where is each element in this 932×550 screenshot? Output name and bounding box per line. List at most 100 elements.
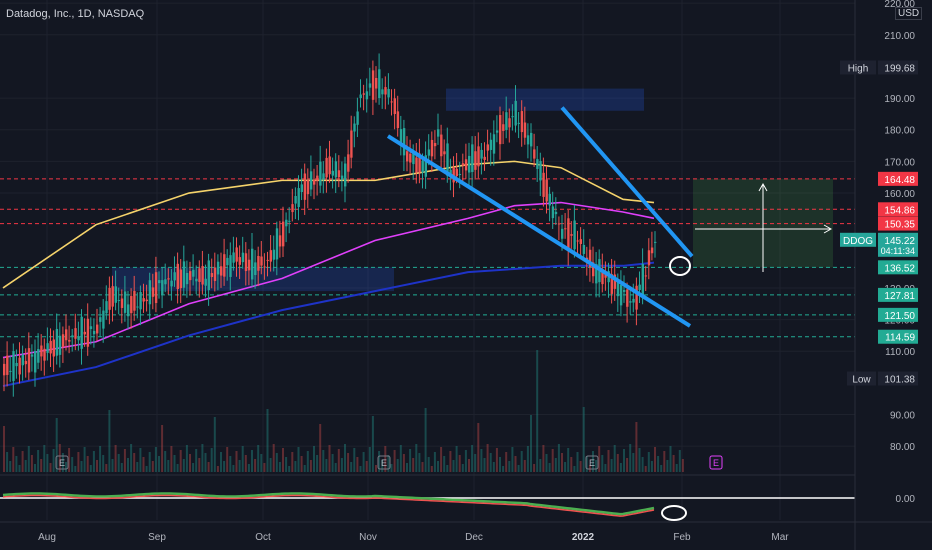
volume-bar xyxy=(471,445,474,472)
price-tag-name: Low xyxy=(852,375,871,386)
candle-body xyxy=(266,259,269,261)
volume-bar xyxy=(229,456,232,472)
volume-bar xyxy=(654,447,656,472)
volume-bar xyxy=(567,448,570,472)
volume-bar xyxy=(325,459,328,472)
candle-body xyxy=(232,252,235,263)
volume-bar xyxy=(319,424,322,472)
volume-bar xyxy=(278,462,281,472)
volume-bar xyxy=(576,452,579,472)
volume-bar xyxy=(402,454,405,472)
volume-bar xyxy=(148,452,151,472)
volume-bar xyxy=(427,457,430,472)
volume-bar xyxy=(505,452,508,472)
candle-body xyxy=(619,284,623,306)
candle-body xyxy=(213,267,217,281)
volume-bar xyxy=(678,450,681,472)
candle-body xyxy=(449,169,452,176)
candle-body xyxy=(319,161,322,186)
volume-bar xyxy=(359,466,362,472)
volume-bar xyxy=(251,450,253,472)
candle-body xyxy=(80,316,83,349)
price-tag-name-bg xyxy=(847,371,876,386)
volume-bar xyxy=(263,463,266,472)
volume-bar xyxy=(483,458,486,472)
price-tag-bg xyxy=(878,171,918,186)
volume-bar xyxy=(564,462,567,472)
candle-body xyxy=(133,290,136,311)
candle-body xyxy=(300,184,303,192)
volume-bar xyxy=(672,455,675,472)
volume-bar xyxy=(430,466,433,472)
volume-bar xyxy=(406,463,408,472)
volume-bar xyxy=(520,451,523,472)
candle-body xyxy=(68,339,71,342)
volume-bar xyxy=(681,459,684,472)
volume-bar xyxy=(548,463,551,472)
volume-bar xyxy=(533,464,536,472)
candle-body xyxy=(151,287,155,297)
volume-bar xyxy=(350,462,353,472)
candle-body xyxy=(551,206,555,219)
volume-bar xyxy=(669,446,672,472)
candle-body xyxy=(176,263,179,290)
candle-body xyxy=(477,146,480,167)
volume-bar xyxy=(523,460,526,472)
candle-body xyxy=(331,170,334,176)
candle-body xyxy=(220,266,223,276)
candle-body xyxy=(108,287,111,310)
candle-body xyxy=(539,161,542,181)
candle-body xyxy=(495,130,499,133)
volume-bar xyxy=(486,444,489,472)
volume-bar xyxy=(638,448,641,472)
volume-bar xyxy=(216,466,219,472)
volume-bar xyxy=(12,447,15,472)
volume-bar xyxy=(114,445,117,472)
volume-bar xyxy=(458,455,461,472)
candle-body xyxy=(210,273,214,278)
candle-body xyxy=(368,83,372,88)
volume-bar xyxy=(108,410,111,472)
candle-body xyxy=(105,301,108,314)
volume-bar xyxy=(613,445,616,472)
candle-body xyxy=(269,250,272,262)
volume-bar xyxy=(480,449,483,472)
candle-body xyxy=(505,112,508,130)
volume-bar xyxy=(322,450,325,472)
volume-bar xyxy=(232,465,235,472)
volume-bar xyxy=(117,454,120,472)
volume-bar xyxy=(213,417,216,472)
candle-body xyxy=(402,128,406,156)
moving-average-line xyxy=(2,201,655,359)
volume-bar xyxy=(306,451,309,472)
volume-bar xyxy=(365,461,368,472)
candle-body xyxy=(641,263,644,296)
volume-bar xyxy=(182,459,185,472)
candle-body xyxy=(344,163,347,187)
earnings-marker-box xyxy=(377,455,391,470)
candle-body xyxy=(158,280,161,284)
volume-bar xyxy=(24,460,27,472)
candle-body xyxy=(561,228,564,239)
candle-body xyxy=(474,151,477,170)
volume-bar xyxy=(650,461,653,472)
candle-body xyxy=(446,143,449,176)
volume-bar xyxy=(629,444,632,472)
candle-body xyxy=(489,139,493,150)
volume-bar xyxy=(68,448,71,472)
candle-body xyxy=(204,278,207,286)
price-tag-name: DDOG xyxy=(843,236,873,247)
currency-label[interactable]: USD xyxy=(895,7,923,20)
candle-body xyxy=(164,279,167,285)
volume-bar xyxy=(204,453,207,472)
volume-bar xyxy=(145,466,148,472)
volume-bar xyxy=(297,447,300,472)
volume-bar xyxy=(303,465,306,472)
volume-bar xyxy=(21,451,24,472)
candle-body xyxy=(37,348,40,363)
candle-body xyxy=(629,301,632,303)
candle-body xyxy=(548,193,551,206)
candle-body xyxy=(111,286,114,307)
volume-bar xyxy=(288,466,291,472)
